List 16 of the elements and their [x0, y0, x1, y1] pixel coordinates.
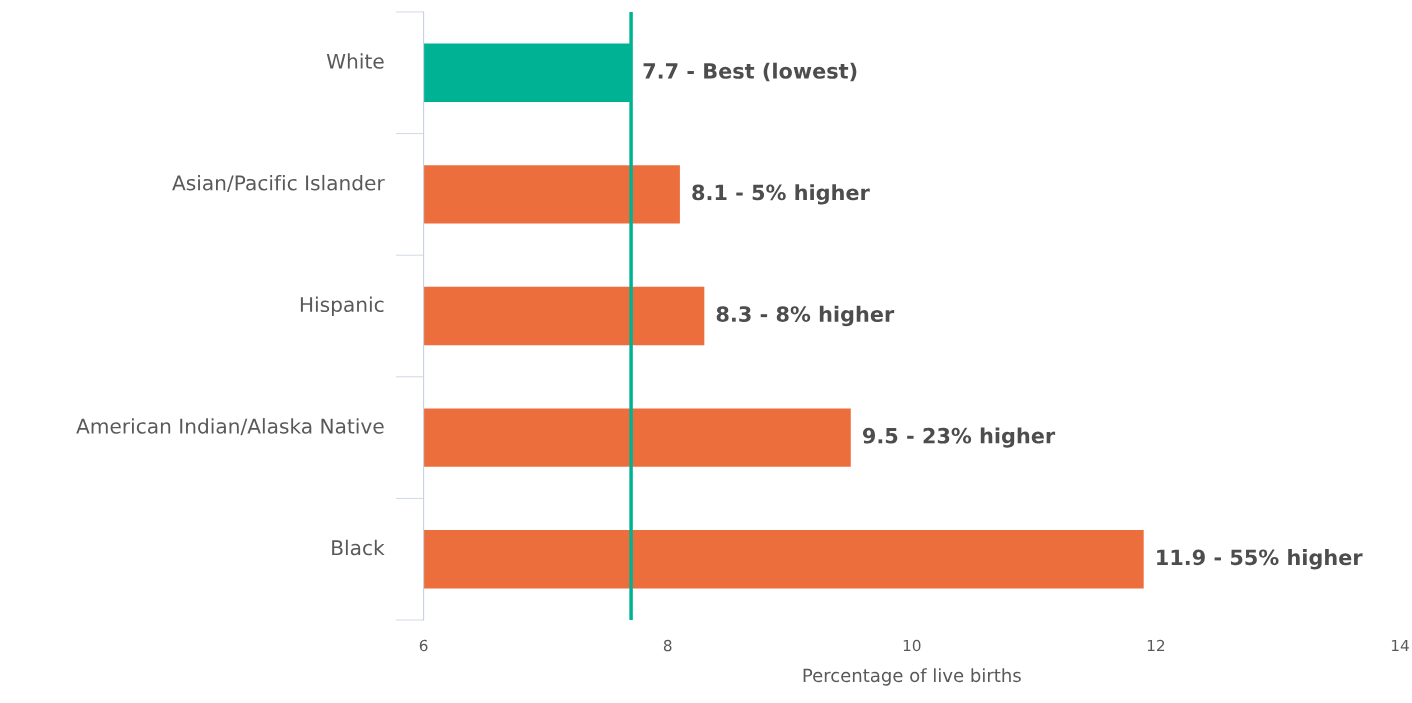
y-tick-label: Hispanic	[300, 296, 384, 316]
data-label: 8.3 - 8% higher	[716, 305, 895, 327]
x-tick-label: 10	[903, 639, 921, 652]
y-tick-label: American Indian/Alaska Native	[76, 418, 384, 436]
data-label: 11.9 - 55% higher	[1157, 549, 1363, 570]
x-axis-title: Percentage of live births	[803, 668, 1021, 686]
y-tick-label: White	[326, 53, 384, 69]
data-label: 7.7 - Best (lowest)	[643, 62, 857, 82]
x-tick-label: 14	[1391, 639, 1409, 652]
x-tick-label: 8	[663, 639, 672, 652]
x-tick-label: 6	[419, 639, 428, 652]
y-tick-label: Black	[332, 539, 385, 556]
x-tick-label: 12	[1147, 639, 1165, 652]
data-label: 9.5 - 23% higher	[862, 427, 1056, 448]
data-label: 8.1 - 5% higher	[692, 184, 870, 205]
y-tick-label: Asian/Pacific Islander	[172, 174, 385, 193]
